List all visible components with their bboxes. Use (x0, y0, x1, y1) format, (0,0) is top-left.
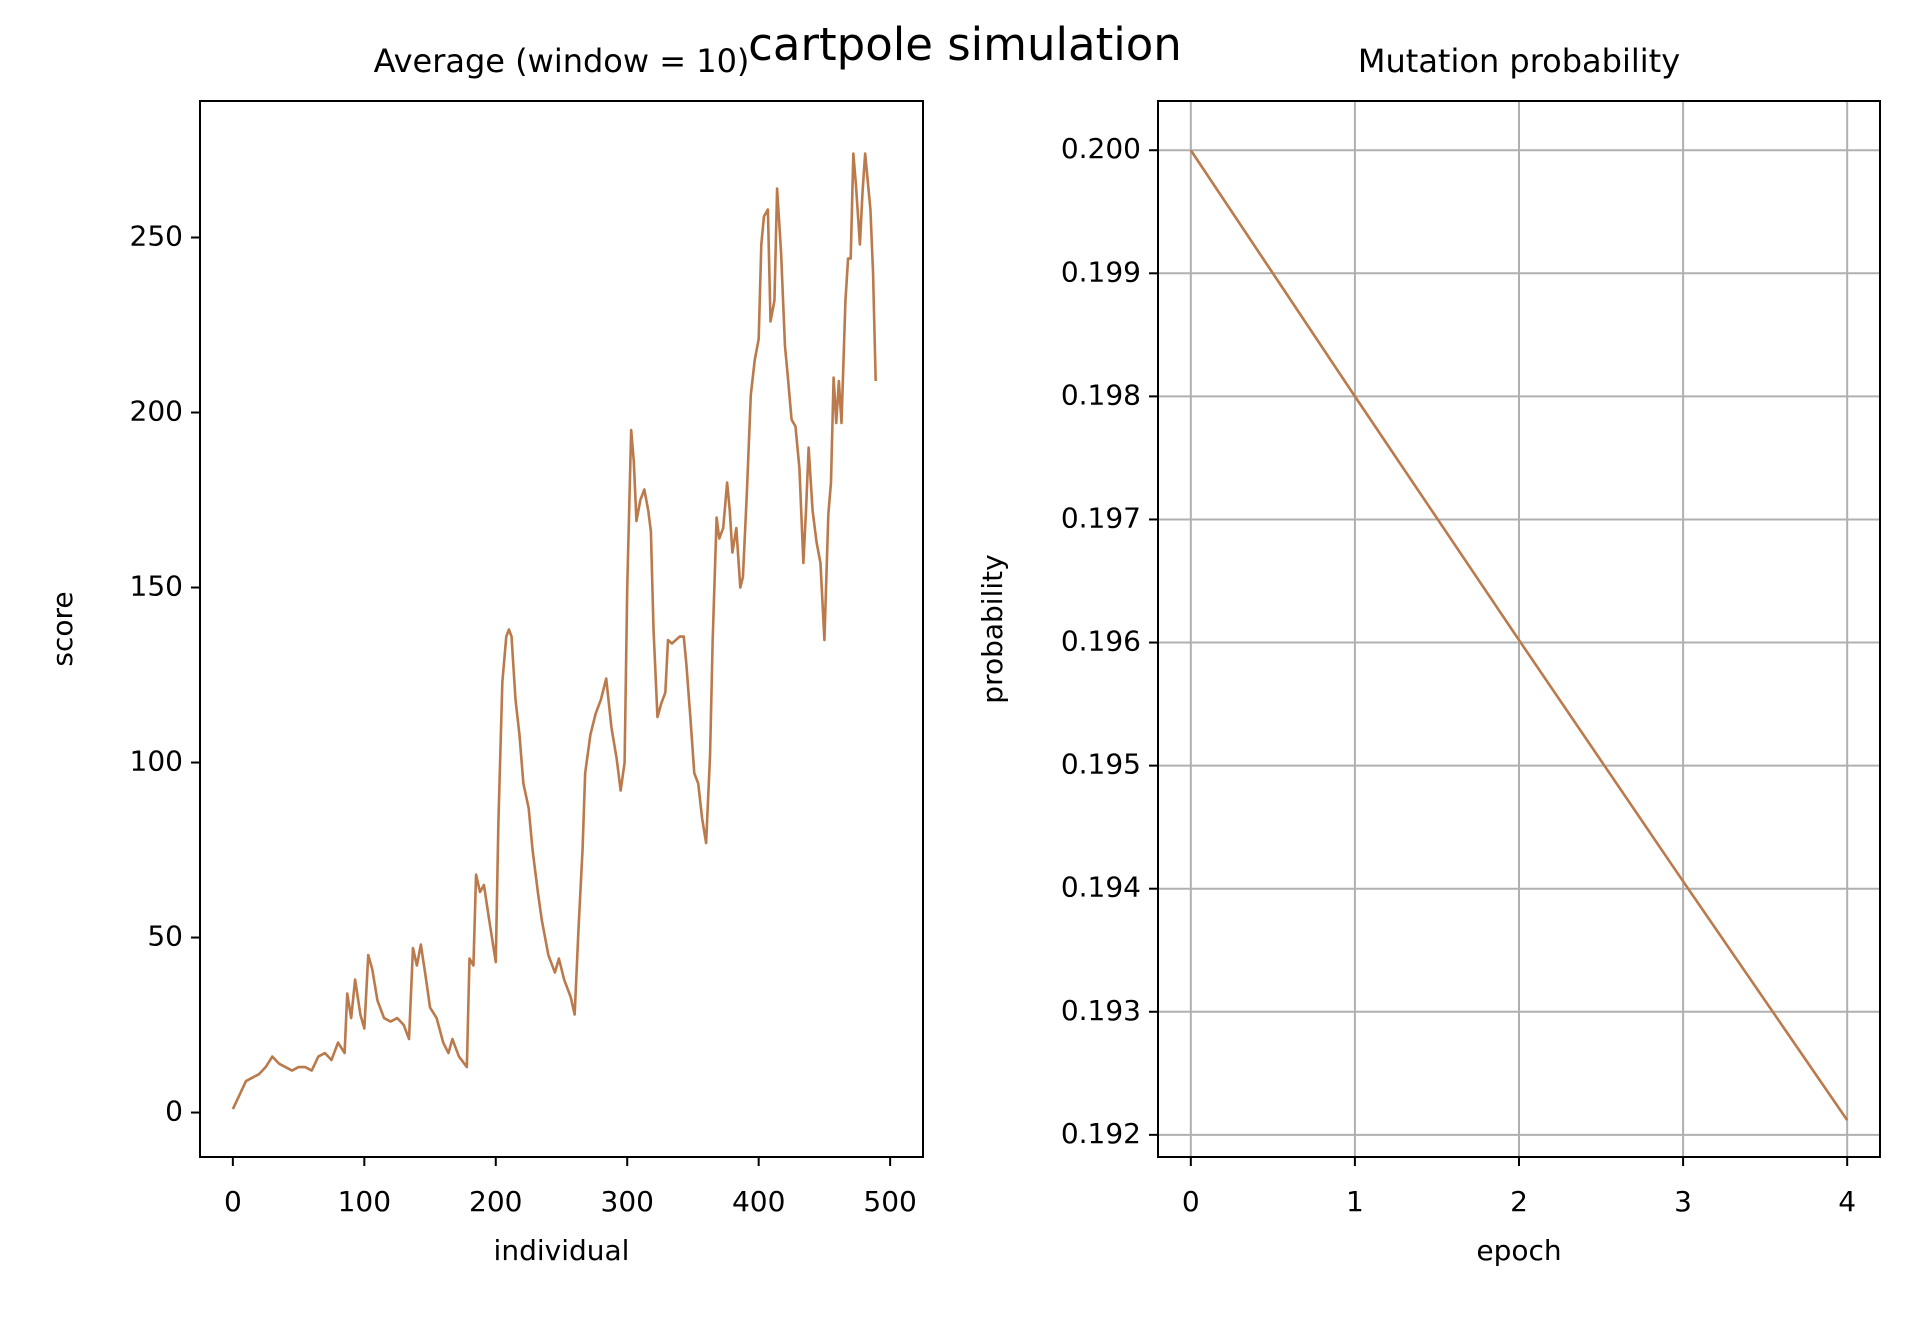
figure-title: cartpole simulation (748, 18, 1182, 71)
y-tick-label: 150 (130, 570, 183, 603)
x-axis-label: individual (494, 1234, 630, 1267)
subplot-title: Mutation probability (1358, 42, 1680, 80)
y-tick-label: 0.196 (1061, 625, 1141, 658)
y-tick-label: 100 (130, 745, 183, 778)
line (1189, 149, 1849, 1121)
line (231, 152, 877, 1110)
x-tick-label: 100 (338, 1185, 391, 1218)
y-tick-label: 0.194 (1061, 871, 1141, 904)
x-tick-label: 500 (863, 1185, 916, 1218)
x-tick-label: 0 (224, 1185, 242, 1218)
y-tick-label: 200 (130, 395, 183, 428)
x-tick-label: 0 (1182, 1185, 1200, 1218)
x-tick-label: 300 (601, 1185, 654, 1218)
y-tick-label: 0.195 (1061, 748, 1141, 781)
y-tick-label: 250 (130, 220, 183, 253)
y-tick-label: 0.199 (1061, 255, 1141, 288)
subplot-title: Average (window = 10) (374, 42, 750, 80)
y-tick-label: 0.193 (1061, 994, 1141, 1027)
y-axis-label: probability (976, 554, 1009, 703)
y-tick-label: 0.200 (1061, 132, 1141, 165)
axes-frame (1157, 100, 1881, 1158)
x-tick-label: 400 (732, 1185, 785, 1218)
x-tick-label: 200 (469, 1185, 522, 1218)
y-tick-label: 0.197 (1061, 501, 1141, 534)
axes-frame (199, 100, 924, 1158)
x-tick-label: 2 (1510, 1185, 1528, 1218)
y-tick-label: 50 (147, 920, 183, 953)
x-axis-label: epoch (1476, 1234, 1561, 1267)
x-tick-label: 3 (1674, 1185, 1692, 1218)
y-axis-label: score (46, 591, 79, 666)
x-tick-label: 1 (1346, 1185, 1364, 1218)
y-tick-label: 0 (165, 1095, 183, 1128)
y-tick-label: 0.198 (1061, 378, 1141, 411)
y-tick-label: 0.192 (1061, 1117, 1141, 1150)
x-tick-label: 4 (1838, 1185, 1856, 1218)
